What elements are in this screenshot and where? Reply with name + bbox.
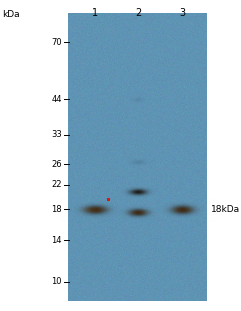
Text: 18kDa: 18kDa (211, 205, 240, 214)
Text: 44: 44 (51, 95, 62, 104)
Text: 10: 10 (51, 277, 62, 286)
Text: 18: 18 (51, 205, 62, 214)
Text: 14: 14 (51, 236, 62, 245)
Text: 26: 26 (51, 160, 62, 169)
Text: 70: 70 (51, 38, 62, 47)
Text: 22: 22 (51, 180, 62, 189)
Text: 2: 2 (135, 8, 142, 18)
Text: 33: 33 (51, 130, 62, 139)
Text: kDa: kDa (2, 10, 20, 19)
Text: 3: 3 (179, 8, 185, 18)
Text: 1: 1 (92, 8, 98, 18)
